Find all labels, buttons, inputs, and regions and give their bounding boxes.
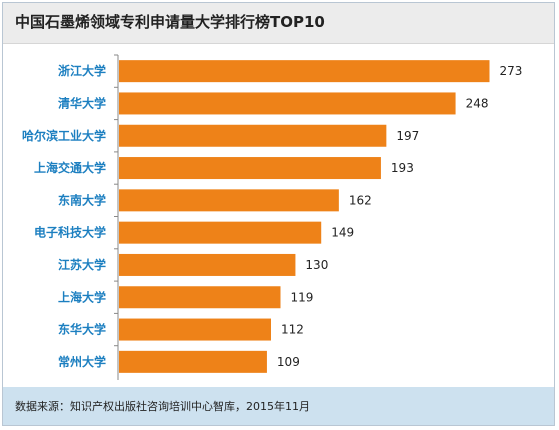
bar xyxy=(119,60,490,82)
category-label: 东南大学 xyxy=(58,192,106,207)
value-label: 193 xyxy=(391,161,414,175)
source-bar: 数据来源：知识产权出版社咨询培训中心智库，2015年11月 xyxy=(3,387,554,425)
chart-frame: 中国石墨烯领域专利申请量大学排行榜TOP10 浙江大学273清华大学248哈尔滨… xyxy=(2,2,555,426)
bar xyxy=(119,92,456,114)
source-note: 数据来源：知识产权出版社咨询培训中心智库，2015年11月 xyxy=(15,398,310,414)
bar xyxy=(119,351,267,373)
category-label: 浙江大学 xyxy=(58,63,106,78)
bar xyxy=(119,125,386,147)
value-label: 130 xyxy=(305,258,328,272)
bar-chart: 浙江大学 273 清华大学 248 哈尔滨工业大学 197 上海交通大学 193 东南大学 162… xyxy=(3,3,556,427)
value-label: 197 xyxy=(396,129,419,143)
value-label: 248 xyxy=(466,96,489,110)
bar xyxy=(119,319,271,341)
value-label: 273 xyxy=(500,64,523,78)
bar xyxy=(119,222,321,244)
category-label: 东华大学 xyxy=(58,322,106,337)
category-label: 上海大学 xyxy=(58,289,106,304)
value-label: 149 xyxy=(331,226,354,240)
value-label: 109 xyxy=(277,355,300,369)
category-label: 哈尔滨工业大学 xyxy=(22,128,106,143)
bar xyxy=(119,254,295,276)
value-label: 112 xyxy=(281,323,304,337)
value-label: 119 xyxy=(291,290,314,304)
category-label: 上海交通大学 xyxy=(34,160,106,175)
category-label: 常州大学 xyxy=(58,354,106,369)
category-label: 清华大学 xyxy=(58,95,106,110)
category-label: 江苏大学 xyxy=(58,257,106,272)
category-label: 电子科技大学 xyxy=(34,225,106,240)
bar xyxy=(119,157,381,179)
bar xyxy=(119,189,339,211)
bar xyxy=(119,286,281,308)
value-label: 162 xyxy=(349,193,372,207)
